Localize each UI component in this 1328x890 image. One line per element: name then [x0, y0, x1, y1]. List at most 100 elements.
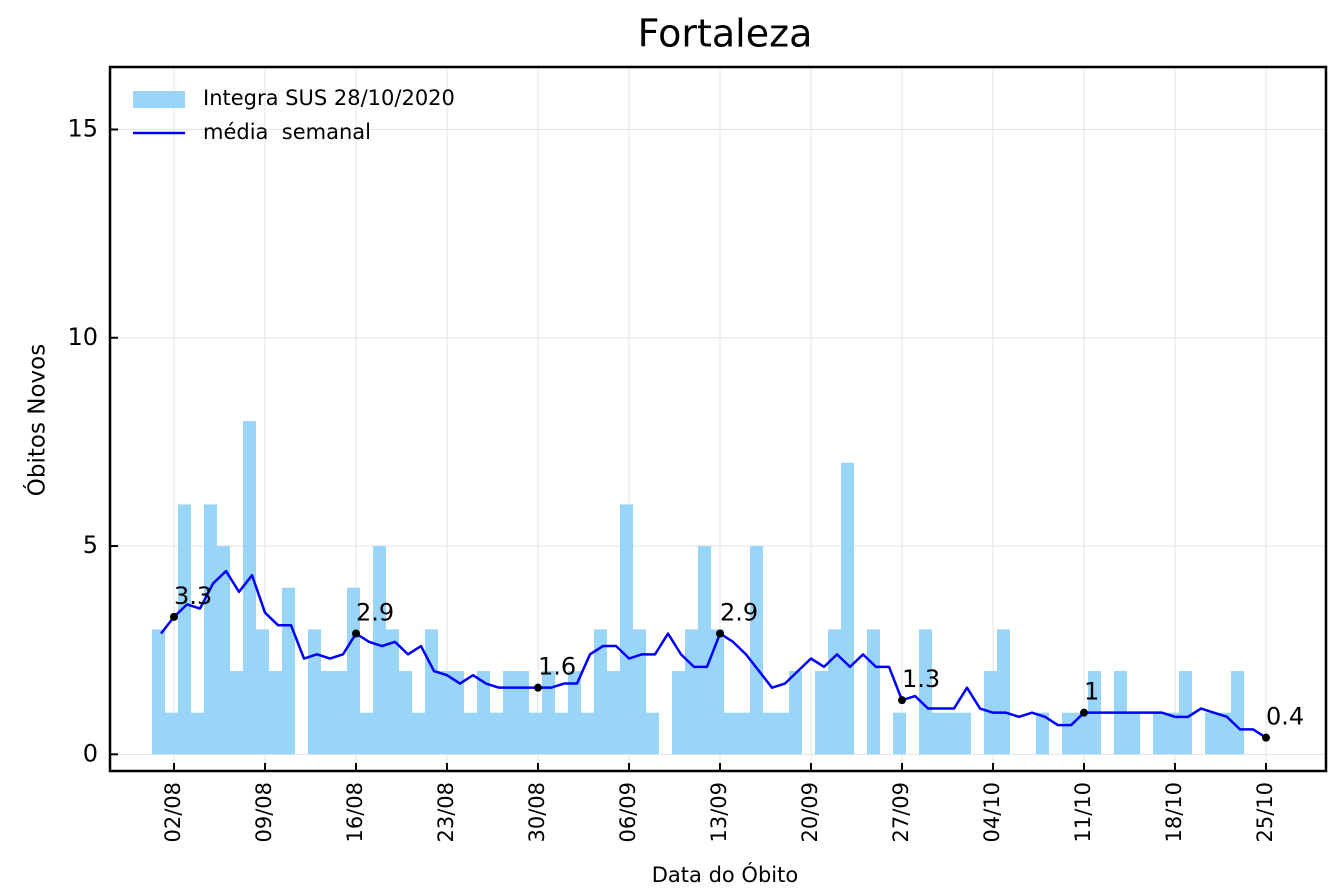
bar	[919, 629, 932, 755]
bar	[373, 546, 386, 755]
x-tick-label: 25/10	[1253, 782, 1277, 843]
x-tick-label: 16/08	[343, 782, 367, 843]
bar	[672, 671, 685, 755]
y-tick-label: 15	[67, 114, 98, 142]
bar	[191, 712, 204, 755]
bar	[594, 629, 607, 755]
x-tick-label: 11/10	[1071, 782, 1095, 843]
bar	[867, 629, 880, 755]
bar	[1075, 712, 1088, 755]
annotation-point	[1262, 733, 1270, 742]
x-axis-label: Data do Óbito	[652, 862, 798, 887]
y-tick-label: 5	[83, 531, 98, 559]
bar	[308, 629, 321, 755]
bar	[425, 629, 438, 755]
annotation-point	[170, 612, 178, 621]
bar	[412, 712, 425, 755]
bar	[438, 671, 451, 755]
x-tick-label: 27/09	[889, 782, 913, 843]
annotation-point	[352, 629, 360, 638]
bar	[399, 671, 412, 755]
bar	[1062, 712, 1075, 755]
x-tick-label: 20/09	[798, 782, 822, 843]
bar	[386, 629, 399, 755]
x-tick-label: 23/08	[434, 782, 458, 843]
bar	[165, 712, 178, 755]
y-axis-label: Óbitos Novos	[23, 344, 51, 496]
bar	[646, 712, 659, 755]
bar	[1127, 712, 1140, 755]
legend-label: Integra SUS 28/10/2020	[203, 86, 455, 110]
bar	[152, 629, 165, 755]
bar	[477, 671, 490, 755]
bar	[529, 712, 542, 755]
bar	[997, 629, 1010, 755]
y-tick-label: 10	[67, 323, 98, 351]
bar	[828, 629, 841, 755]
bar	[685, 629, 698, 755]
bar	[230, 671, 243, 755]
bar	[204, 504, 217, 755]
annotation-point	[1080, 708, 1088, 717]
bar	[789, 671, 802, 755]
bar	[724, 712, 737, 755]
bar	[1231, 671, 1244, 755]
bar	[334, 671, 347, 755]
bar	[815, 671, 828, 755]
bar	[321, 671, 334, 755]
x-tick-label: 30/08	[525, 782, 549, 843]
chart-title: Fortaleza	[638, 12, 813, 56]
bar	[516, 671, 529, 755]
bar	[1205, 712, 1218, 755]
annotation-label: 2.9	[720, 599, 758, 627]
bar	[776, 712, 789, 755]
bar	[256, 629, 269, 755]
annotation-label: 2.9	[356, 599, 394, 627]
annotation-label: 1	[1084, 678, 1099, 706]
bar	[763, 712, 776, 755]
bar	[1179, 671, 1192, 755]
bar	[711, 629, 724, 755]
bar	[360, 712, 373, 755]
bar	[698, 546, 711, 755]
plot-frame	[108, 65, 1328, 773]
bar	[243, 421, 256, 755]
bar	[269, 671, 282, 755]
bar	[932, 712, 945, 755]
bar	[490, 712, 503, 755]
bar	[620, 504, 633, 755]
bar	[217, 546, 230, 755]
x-tick-label: 09/08	[252, 782, 276, 843]
annotation-label: 1.6	[538, 653, 576, 681]
bar	[607, 671, 620, 755]
x-tick-label: 13/09	[707, 782, 731, 843]
bar	[542, 671, 555, 755]
bar	[737, 712, 750, 755]
x-tick-label: 02/08	[161, 782, 185, 843]
bar	[1036, 712, 1049, 755]
bar	[1166, 712, 1179, 755]
annotation-point	[534, 683, 542, 692]
bar	[178, 504, 191, 755]
legend-swatch	[133, 91, 185, 108]
bar	[958, 712, 971, 755]
legend-label: média semanal	[203, 120, 371, 144]
bar	[464, 712, 477, 755]
bar	[581, 712, 594, 755]
x-tick-label: 04/10	[980, 782, 1004, 843]
bar	[282, 587, 295, 755]
bar	[451, 671, 464, 755]
bar	[1153, 712, 1166, 755]
annotation-label: 0.4	[1266, 703, 1304, 731]
bar	[1218, 712, 1231, 755]
bar	[633, 629, 646, 755]
annotation-label: 3.3	[174, 582, 212, 610]
annotation-label: 1.3	[902, 665, 940, 693]
x-tick-label: 18/10	[1162, 782, 1186, 843]
bar	[347, 587, 360, 755]
bar	[945, 712, 958, 755]
bar	[893, 712, 906, 755]
bar	[750, 546, 763, 755]
bar	[568, 671, 581, 755]
